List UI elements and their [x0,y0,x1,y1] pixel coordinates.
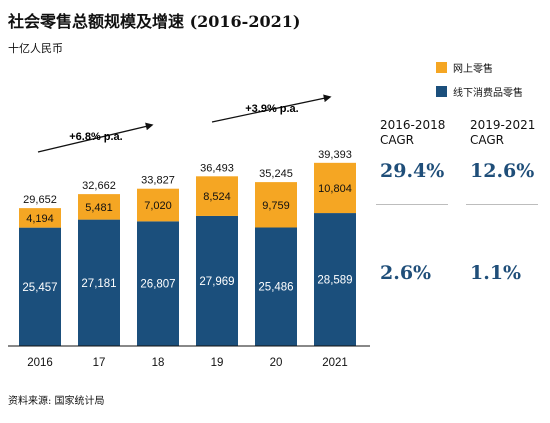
cagr-header-2019-2021: 2019-2021 CAGR [470,118,535,148]
bar-offline [255,227,297,346]
cagr-offline-2019-2021: 1.1% [470,262,522,284]
bar-online [314,162,356,214]
cagr-divider-left [376,204,448,205]
data-label-online: 10,804 [318,183,352,195]
growth-label-2016-2018: +6.8% p.a. [69,131,123,143]
growth-arrow-2016-2018 [37,122,154,153]
cagr-offline-2016-2018: 2.6% [380,262,432,284]
cagr-header-sub: CAGR [380,133,415,147]
source-note: 资料来源: 国家统计局 [8,396,105,407]
data-label-total: 36,493 [200,162,234,174]
data-label-offline: 28,589 [317,275,352,287]
data-label-online: 4,194 [26,213,54,225]
data-label-online: 9,759 [262,200,290,212]
growth-arrow-2019-2021 [211,94,332,123]
data-label-offline: 27,969 [199,276,234,288]
data-label-total: 39,393 [318,149,352,161]
data-label-online: 7,020 [144,200,172,212]
data-label-online: 8,524 [203,191,231,203]
data-label-offline: 26,807 [140,279,175,291]
bar-offline [78,219,120,346]
data-label-offline: 25,457 [22,282,57,294]
data-label-total: 29,652 [23,194,57,206]
bar-offline [19,227,61,346]
bar-offline [137,221,179,346]
data-label-offline: 25,486 [258,282,293,294]
legend-swatch-offline [436,86,447,97]
bar-online [255,182,297,228]
data-label-total: 32,662 [82,180,116,192]
x-tick-label: 19 [211,357,224,369]
chart-title: 社会零售总额规模及增速 (2016-2021) [8,12,301,31]
growth-arrows-layer: +6.8% p.a. +3.9% p.a. [37,94,332,153]
data-label-online: 5,481 [85,202,113,214]
cagr-header-2016-2018: 2016-2018 CAGR [380,118,445,148]
bar-online [196,176,238,216]
bars-layer [8,162,370,347]
data-label-total: 33,827 [141,175,175,187]
legend-item-online: 网上零售 [436,60,493,75]
legend-swatch-online [436,62,447,73]
x-tick-label: 2016 [27,357,53,369]
legend-label-offline: 线下消费品零售 [453,88,523,99]
bar-online [78,194,120,220]
x-tick-label: 2021 [322,357,348,369]
bar-offline [314,213,356,346]
data-label-offline: 27,181 [81,278,116,290]
bar-online [19,208,61,228]
cagr-header-period: 2019-2021 [470,118,536,132]
bar-offline [196,215,238,346]
legend-item-offline: 线下消费品零售 [436,84,523,99]
growth-label-2019-2021: +3.9% p.a. [245,103,299,115]
cagr-header-sub: CAGR [470,133,505,147]
x-tick-label: 20 [270,357,283,369]
legend-label-online: 网上零售 [453,64,493,75]
unit-label: 十亿人民币 [8,42,63,55]
x-tick-label: 18 [152,357,165,369]
cagr-header-period: 2016-2018 [380,118,446,132]
x-tick-label: 17 [93,357,106,369]
data-label-total: 35,245 [259,168,293,180]
cagr-online-2019-2021: 12.6% [470,160,535,182]
cagr-divider-right [466,204,538,205]
cagr-online-2016-2018: 29.4% [380,160,445,182]
labels-layer: 25,457 4,194 29,652 2016 27,181 5,481 32,662 17… [22,149,352,369]
bar-online [137,188,179,222]
